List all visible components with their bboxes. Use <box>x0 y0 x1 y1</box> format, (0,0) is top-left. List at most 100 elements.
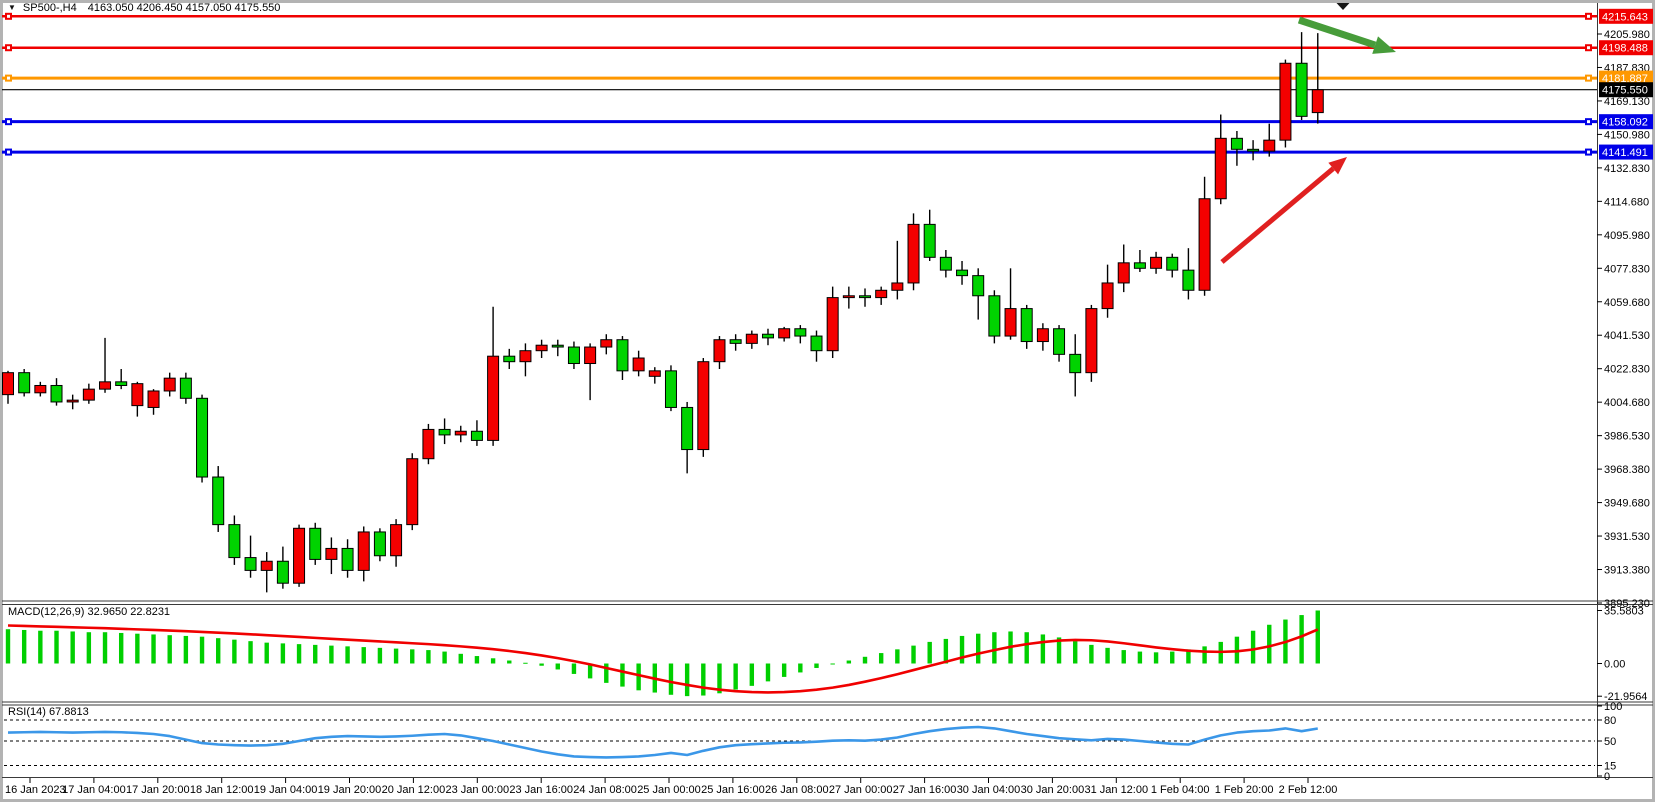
candle-bullish <box>826 297 839 352</box>
x-axis-label[interactable]: 24 Jan 08:00 <box>573 784 637 796</box>
x-axis-label[interactable]: 25 Jan 00:00 <box>637 784 701 796</box>
bearish-target-arrow-head[interactable] <box>1372 36 1396 54</box>
y-axis-label: 4205.980 <box>1604 29 1650 41</box>
candle-bullish <box>390 524 403 557</box>
macd-histogram-bar <box>814 663 819 668</box>
price-line-handle-dot <box>1587 14 1590 18</box>
macd-histogram-bar <box>1186 649 1191 664</box>
macd-histogram-bar <box>345 646 350 664</box>
macd-histogram-bar <box>878 653 884 664</box>
price-badge <box>1599 114 1653 130</box>
macd-histogram-bar <box>959 635 965 664</box>
x-axis-label[interactable]: 30 Jan 20:00 <box>1021 784 1085 796</box>
price-badge-label: 4158.092 <box>1602 117 1648 129</box>
symbol-dropdown-caret[interactable]: ▼ <box>8 3 16 12</box>
candle-bearish <box>923 223 936 258</box>
x-axis-label[interactable]: 26 Jan 08:00 <box>765 784 829 796</box>
price-badge <box>1599 144 1653 160</box>
x-axis-label[interactable]: 27 Jan 16:00 <box>893 784 957 796</box>
candle-bearish <box>681 406 694 451</box>
macd-histogram-bar <box>555 663 560 670</box>
x-axis-label[interactable]: 27 Jan 00:00 <box>829 784 893 796</box>
macd-histogram-bar <box>377 647 383 664</box>
macd-histogram-bar <box>426 650 431 664</box>
macd-histogram-bar <box>86 632 92 664</box>
macd-histogram-bar <box>458 653 463 664</box>
candle-bearish <box>1182 269 1195 291</box>
macd-histogram-bar <box>684 663 690 697</box>
macd-histogram-bar <box>393 648 399 664</box>
y-axis-label: 4169.130 <box>1604 96 1650 108</box>
bullish-trend-arrow[interactable] <box>1220 166 1335 264</box>
macd-histogram-bar <box>1250 630 1256 664</box>
candle-bullish <box>260 560 273 571</box>
rsi-scale-label: 80 <box>1604 715 1616 727</box>
candle-bullish <box>1198 198 1211 291</box>
x-axis-label[interactable]: 18 Jan 12:00 <box>190 784 254 796</box>
macd-histogram-bar <box>167 635 172 664</box>
candle-bullish <box>147 390 160 408</box>
candle-bullish <box>584 346 597 365</box>
macd-histogram-bar <box>733 663 738 690</box>
candle-bullish <box>891 282 904 291</box>
macd-histogram-bar <box>248 641 253 664</box>
macd-histogram-bar <box>749 663 755 686</box>
x-axis-label[interactable]: 1 Feb 04:00 <box>1151 784 1210 796</box>
macd-histogram-bar <box>490 658 496 664</box>
macd-histogram-bar <box>539 663 544 666</box>
x-axis-label[interactable]: 25 Jan 16:00 <box>701 784 765 796</box>
price-badge <box>1599 8 1653 24</box>
x-axis-label[interactable]: 17 Jan 20:00 <box>126 784 190 796</box>
candle-bearish <box>1133 262 1146 269</box>
candle-bearish <box>1053 328 1066 355</box>
macd-histogram-bar <box>927 641 932 664</box>
x-axis-label[interactable]: 16 Jan 2023 <box>5 784 66 796</box>
x-axis-label[interactable]: 2 Feb 12:00 <box>1279 784 1338 796</box>
candle-bearish <box>729 339 742 344</box>
macd-histogram-bar <box>1153 652 1159 664</box>
bullish-trend-arrow-head[interactable] <box>1328 157 1347 175</box>
candle-bearish <box>972 275 985 297</box>
candle-bullish <box>745 333 758 344</box>
x-axis-label[interactable]: 23 Jan 16:00 <box>509 784 573 796</box>
macd-histogram-bar <box>1024 632 1029 664</box>
candle-bearish <box>18 372 31 394</box>
x-axis-label[interactable]: 20 Jan 12:00 <box>382 784 446 796</box>
x-axis-label[interactable]: 1 Feb 20:00 <box>1215 784 1274 796</box>
x-axis-label[interactable]: 23 Jan 00:00 <box>445 784 509 796</box>
macd-histogram-bar <box>668 663 674 695</box>
bearish-target-arrow[interactable] <box>1297 16 1377 49</box>
candle-bearish <box>1166 256 1179 271</box>
macd-histogram-bar <box>1137 651 1143 664</box>
x-axis-label[interactable]: 19 Jan 04:00 <box>254 784 318 796</box>
candle-bullish <box>1150 256 1163 269</box>
macd-histogram-bar <box>38 630 43 664</box>
x-axis-label[interactable]: 19 Jan 20:00 <box>318 784 382 796</box>
candle-bearish <box>1295 62 1308 117</box>
candle-bearish <box>939 256 952 271</box>
macd-scale-label: -21.9564 <box>1604 691 1647 703</box>
macd-histogram-bar <box>313 644 318 664</box>
macd-histogram-bar <box>21 629 27 664</box>
x-axis-label[interactable]: 31 Jan 12:00 <box>1084 784 1148 796</box>
price-line-handle-dot <box>7 14 10 18</box>
macd-histogram-bar <box>280 643 286 664</box>
macd-histogram-bar <box>296 644 302 664</box>
x-axis-label[interactable]: 30 Jan 04:00 <box>957 784 1021 796</box>
macd-scale-label: 35.5803 <box>1604 605 1644 617</box>
macd-histogram-bar <box>798 663 803 673</box>
candle-bearish <box>859 295 872 299</box>
macd-histogram-bar <box>1315 610 1320 664</box>
candle-bearish <box>438 428 451 436</box>
x-axis-label[interactable]: 17 Jan 04:00 <box>62 784 126 796</box>
candle-bullish <box>487 355 500 441</box>
macd-histogram-bar <box>1170 651 1175 664</box>
macd-histogram-bar <box>118 632 124 664</box>
candle-bearish <box>1230 137 1243 150</box>
macd-histogram-bar <box>264 642 269 664</box>
y-axis-label: 4132.830 <box>1604 163 1650 175</box>
candle-bearish <box>761 333 774 339</box>
